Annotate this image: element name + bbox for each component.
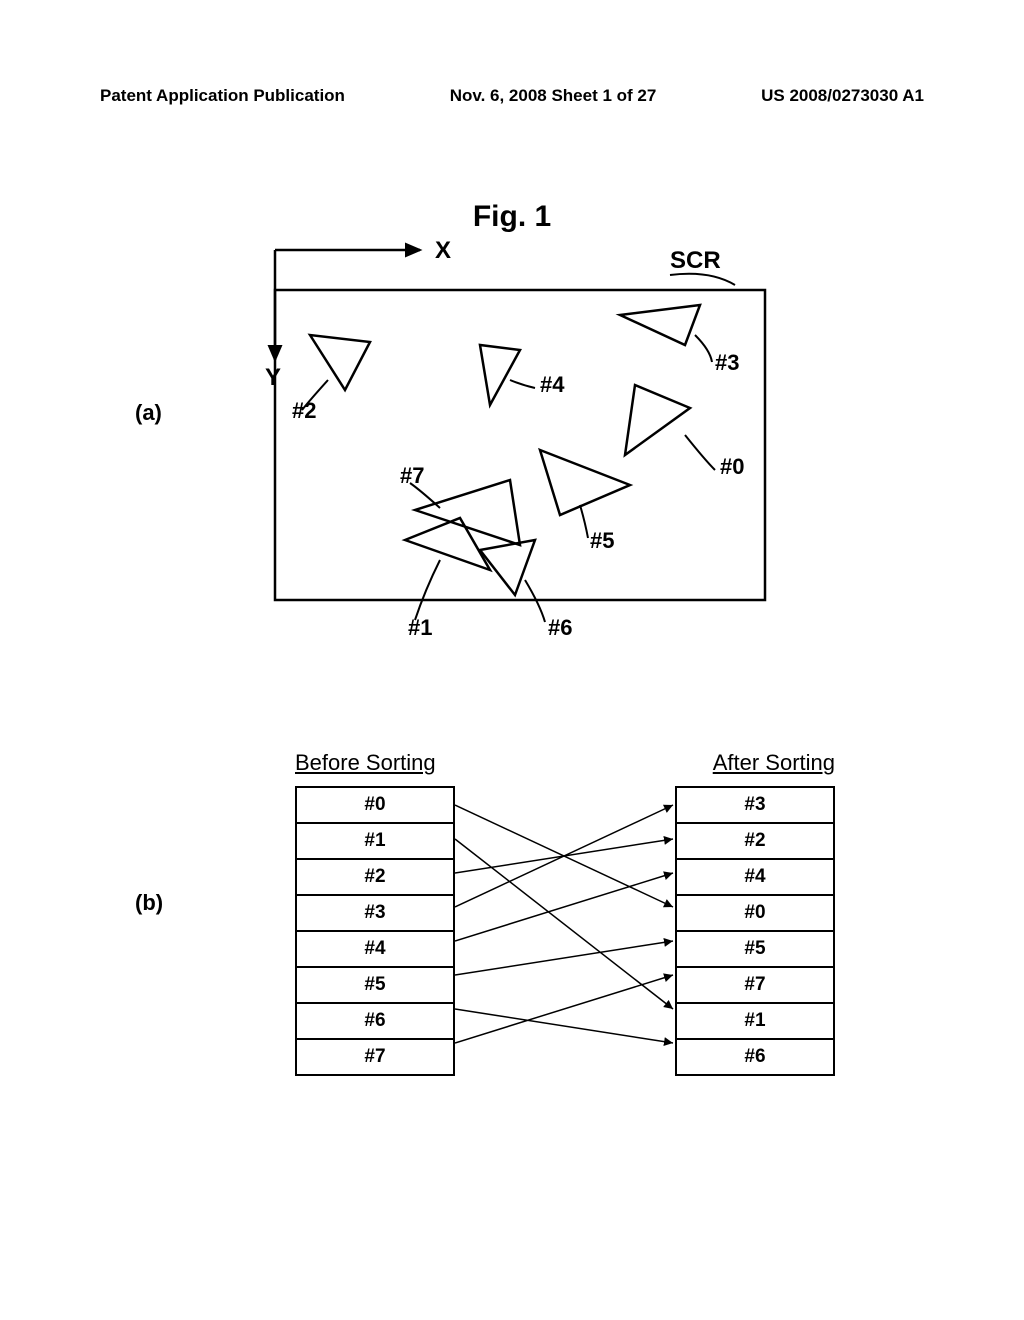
- mapping-arrow: [455, 1009, 673, 1043]
- part-b-label: (b): [135, 890, 163, 916]
- mapping-arrow: [455, 873, 673, 941]
- triangle-label: #1: [408, 615, 432, 640]
- triangle: [540, 450, 630, 515]
- triangle-label: #4: [540, 372, 565, 397]
- after-title: After Sorting: [675, 750, 835, 776]
- x-axis-label: X: [435, 240, 451, 264]
- triangle-label: #2: [292, 398, 316, 423]
- triangle-label: #7: [400, 463, 424, 488]
- triangle-label: #6: [548, 615, 572, 640]
- triangle: [620, 305, 700, 345]
- before-table: #0#1#2#3#4#5#6#7: [295, 786, 455, 1076]
- after-table: #3#2#4#0#5#7#1#6: [675, 786, 835, 1076]
- mapping-arrow: [455, 941, 673, 975]
- figure-title: Fig. 1: [0, 200, 1024, 234]
- page: Patent Application Publication Nov. 6, 2…: [0, 0, 1024, 1320]
- leader-line: [510, 380, 535, 388]
- mapping-arrow: [455, 975, 673, 1043]
- page-header: Patent Application Publication Nov. 6, 2…: [100, 86, 924, 106]
- mapping-arrows: [455, 786, 675, 1066]
- table-cell: #0: [676, 895, 834, 931]
- after-column: After Sorting #3#2#4#0#5#7#1#6: [675, 750, 835, 1076]
- table-cell: #6: [296, 1003, 454, 1039]
- part-a-label: (a): [135, 400, 162, 426]
- before-column: Before Sorting #0#1#2#3#4#5#6#7: [295, 750, 455, 1076]
- before-title: Before Sorting: [295, 750, 455, 776]
- leader-line: [695, 335, 712, 362]
- triangle: [310, 335, 370, 390]
- table-cell: #6: [676, 1039, 834, 1075]
- triangle: [625, 385, 690, 455]
- triangle-group: #0 #1 #2 #3 #4 #5 #6 #7: [292, 305, 744, 640]
- triangle: [480, 345, 520, 405]
- table-cell: #7: [296, 1039, 454, 1075]
- triangle-label: #0: [720, 454, 744, 479]
- triangle: [415, 480, 520, 545]
- table-cell: #3: [296, 895, 454, 931]
- table-cell: #4: [676, 859, 834, 895]
- triangle-label: #3: [715, 350, 739, 375]
- table-cell: #5: [676, 931, 834, 967]
- table-cell: #5: [296, 967, 454, 1003]
- triangle-label: #5: [590, 528, 614, 553]
- leader-line: [415, 560, 440, 620]
- table-cell: #2: [676, 823, 834, 859]
- table-cell: #1: [676, 1003, 834, 1039]
- table-cell: #0: [296, 787, 454, 823]
- table-cell: #4: [296, 931, 454, 967]
- scr-label: SCR: [670, 247, 721, 274]
- table-cell: #3: [676, 787, 834, 823]
- scr-leader: [670, 274, 735, 285]
- table-cell: #2: [296, 859, 454, 895]
- mapping-arrow: [455, 839, 673, 1009]
- leader-line: [685, 435, 715, 470]
- leader-line: [580, 505, 588, 538]
- table-cell: #7: [676, 967, 834, 1003]
- triangle: [405, 518, 490, 570]
- table-cell: #1: [296, 823, 454, 859]
- y-axis-label: Y: [265, 364, 281, 391]
- diagram-a: X Y SCR #0 #1 #2 #3 #4 #5 #6 #7: [210, 240, 830, 680]
- scr-box: [275, 290, 765, 600]
- header-right: US 2008/0273030 A1: [761, 86, 924, 106]
- header-left: Patent Application Publication: [100, 86, 345, 106]
- header-center: Nov. 6, 2008 Sheet 1 of 27: [450, 86, 657, 106]
